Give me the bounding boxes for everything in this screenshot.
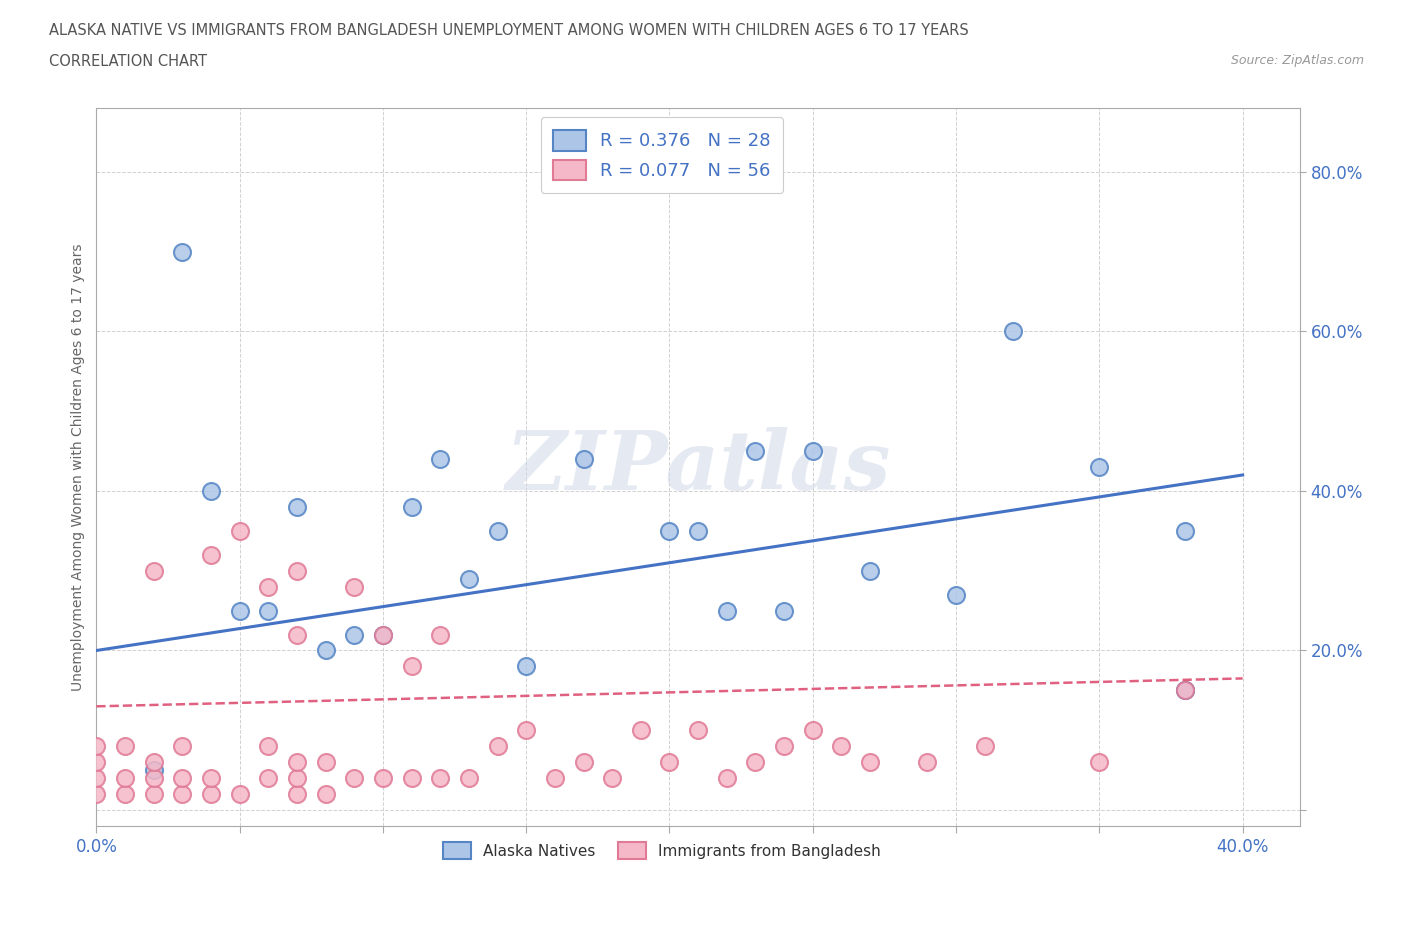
Point [343, 579, 366, 594]
Point [457, 771, 479, 786]
Point [658, 524, 681, 538]
Point [228, 524, 250, 538]
Text: CORRELATION CHART: CORRELATION CHART [49, 54, 207, 69]
Point [457, 571, 479, 586]
Point [744, 444, 766, 458]
Point [172, 787, 194, 802]
Text: ALASKA NATIVE VS IMMIGRANTS FROM BANGLADESH UNEMPLOYMENT AMONG WOMEN WITH CHILDR: ALASKA NATIVE VS IMMIGRANTS FROM BANGLAD… [49, 23, 969, 38]
Point [86, 787, 108, 802]
Point [142, 755, 165, 770]
Point [1174, 683, 1197, 698]
Point [172, 738, 194, 753]
Y-axis label: Unemployment Among Women with Children Ages 6 to 17 years: Unemployment Among Women with Children A… [72, 244, 86, 691]
Point [343, 627, 366, 642]
Point [1174, 524, 1197, 538]
Legend: Alaska Natives, Immigrants from Bangladesh: Alaska Natives, Immigrants from Banglade… [434, 832, 890, 869]
Point [773, 604, 796, 618]
Point [429, 771, 451, 786]
Point [142, 564, 165, 578]
Point [285, 564, 308, 578]
Point [114, 738, 136, 753]
Point [257, 579, 280, 594]
Point [1088, 459, 1111, 474]
Point [285, 499, 308, 514]
Point [630, 723, 652, 737]
Point [401, 659, 423, 674]
Point [114, 787, 136, 802]
Point [688, 524, 710, 538]
Point [172, 245, 194, 259]
Point [1174, 683, 1197, 698]
Point [257, 738, 280, 753]
Text: Source: ZipAtlas.com: Source: ZipAtlas.com [1230, 54, 1364, 67]
Point [486, 738, 509, 753]
Point [142, 763, 165, 777]
Point [1174, 683, 1197, 698]
Point [142, 771, 165, 786]
Point [285, 755, 308, 770]
Point [688, 723, 710, 737]
Point [401, 499, 423, 514]
Point [86, 771, 108, 786]
Point [371, 627, 394, 642]
Point [515, 659, 537, 674]
Point [429, 627, 451, 642]
Point [600, 771, 623, 786]
Point [486, 524, 509, 538]
Point [572, 452, 595, 467]
Point [773, 738, 796, 753]
Point [716, 771, 738, 786]
Point [315, 643, 337, 658]
Point [1002, 324, 1025, 339]
Point [371, 771, 394, 786]
Text: ZIPatlas: ZIPatlas [505, 427, 891, 507]
Point [285, 771, 308, 786]
Point [658, 755, 681, 770]
Point [973, 738, 995, 753]
Point [801, 444, 824, 458]
Point [572, 755, 595, 770]
Point [285, 787, 308, 802]
Point [945, 587, 967, 602]
Point [343, 771, 366, 786]
Point [859, 564, 882, 578]
Point [401, 771, 423, 786]
Point [716, 604, 738, 618]
Point [142, 787, 165, 802]
Point [859, 755, 882, 770]
Point [200, 484, 222, 498]
Point [228, 787, 250, 802]
Point [86, 738, 108, 753]
Point [285, 627, 308, 642]
Point [544, 771, 567, 786]
Point [1088, 755, 1111, 770]
Point [801, 723, 824, 737]
Point [228, 604, 250, 618]
Point [830, 738, 852, 753]
Point [429, 452, 451, 467]
Point [515, 723, 537, 737]
Point [315, 787, 337, 802]
Point [257, 771, 280, 786]
Point [172, 771, 194, 786]
Point [114, 771, 136, 786]
Point [86, 755, 108, 770]
Point [744, 755, 766, 770]
Point [257, 604, 280, 618]
Point [315, 755, 337, 770]
Point [200, 548, 222, 563]
Point [917, 755, 939, 770]
Point [200, 787, 222, 802]
Point [371, 627, 394, 642]
Point [200, 771, 222, 786]
